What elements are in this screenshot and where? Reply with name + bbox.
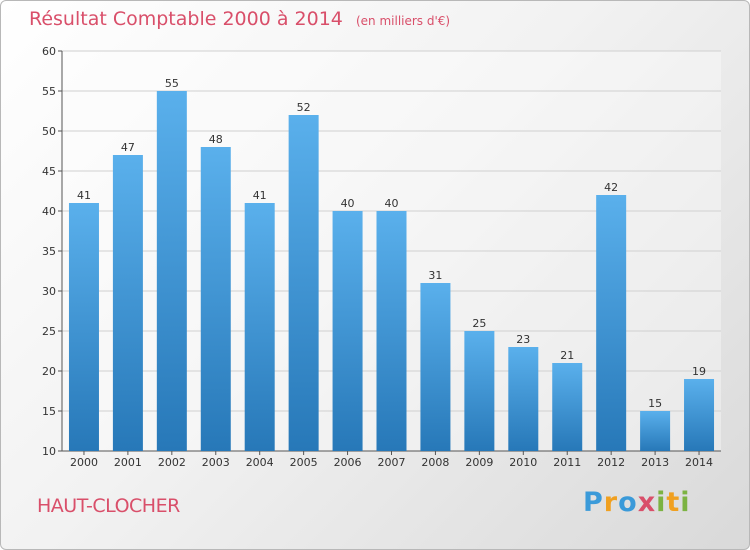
place-name: HAUT-CLOCHER: [37, 495, 180, 517]
logo-letter: r: [603, 487, 619, 518]
y-tick-label: 60: [42, 45, 56, 58]
proxiti-logo: Proxiti: [583, 487, 691, 518]
bar-chart: 10 15 20 25 30 35 40 45 50 55 60 41 2000 47 2001 55 2002…: [42, 45, 721, 469]
bar-value-label: 40: [341, 197, 355, 210]
logo-letter: i: [680, 487, 691, 518]
bar-value-label: 42: [604, 181, 618, 194]
y-tick-label: 50: [42, 125, 56, 138]
bar: [464, 331, 495, 451]
bar: [596, 195, 627, 451]
logo-letter: i: [656, 487, 667, 518]
logo-letter: P: [583, 487, 604, 518]
x-tick-label: 2008: [421, 456, 449, 469]
bar-value-label: 19: [692, 365, 706, 378]
x-tick-label: 2007: [378, 456, 406, 469]
chart-unit: (en milliers d'€): [355, 14, 451, 28]
bar-value-label: 21: [560, 349, 574, 362]
y-tick-label: 10: [42, 445, 56, 458]
x-tick-label: 2011: [553, 456, 581, 469]
bar-value-label: 41: [77, 189, 91, 202]
bar: [552, 363, 583, 451]
x-tick-label: 2013: [641, 456, 669, 469]
x-tick-label: 2012: [597, 456, 625, 469]
bar-value-label: 55: [165, 77, 179, 90]
bar: [420, 283, 451, 451]
x-tick-label: 2001: [114, 456, 142, 469]
bar-value-label: 40: [385, 197, 399, 210]
bar: [244, 203, 275, 451]
x-tick-label: 2006: [334, 456, 362, 469]
bar-value-label: 52: [297, 101, 311, 114]
y-tick-label: 25: [42, 325, 56, 338]
x-tick-label: 2005: [290, 456, 318, 469]
y-tick-label: 55: [42, 85, 56, 98]
y-tick-label: 40: [42, 205, 56, 218]
x-tick-label: 2004: [246, 456, 274, 469]
bar: [200, 147, 231, 451]
bar: [332, 211, 363, 451]
bar: [68, 203, 99, 451]
x-tick-label: 2002: [158, 456, 186, 469]
bar-value-label: 47: [121, 141, 135, 154]
logo-letter: t: [666, 487, 681, 518]
bar-value-label: 31: [428, 269, 442, 282]
y-tick-label: 15: [42, 405, 56, 418]
x-tick-label: 2014: [685, 456, 713, 469]
bar-value-label: 15: [648, 397, 662, 410]
bar: [376, 211, 407, 451]
bar: [288, 115, 319, 451]
logo-letter: o: [618, 487, 638, 518]
logo-letter: x: [637, 487, 657, 518]
y-tick-label: 45: [42, 165, 56, 178]
x-tick-label: 2000: [70, 456, 98, 469]
bar: [640, 411, 671, 451]
bar-value-label: 48: [209, 133, 223, 146]
title-row: Résultat Comptable 2000 à 2014 (en milli…: [29, 8, 450, 30]
bar: [684, 379, 715, 451]
bar-value-label: 25: [472, 317, 486, 330]
x-tick-label: 2010: [509, 456, 537, 469]
chart-title: Résultat Comptable 2000 à 2014: [29, 8, 343, 30]
bar: [112, 155, 143, 451]
x-tick-label: 2009: [465, 456, 493, 469]
bar: [508, 347, 539, 451]
y-tick-label: 20: [42, 365, 56, 378]
y-tick-label: 35: [42, 245, 56, 258]
x-tick-label: 2003: [202, 456, 230, 469]
y-tick-label: 30: [42, 285, 56, 298]
bar: [156, 91, 187, 451]
bar-value-label: 41: [253, 189, 267, 202]
bar-value-label: 23: [516, 333, 530, 346]
